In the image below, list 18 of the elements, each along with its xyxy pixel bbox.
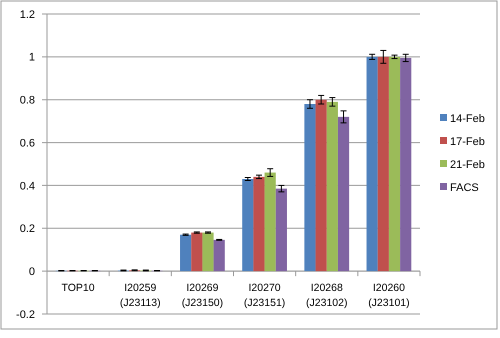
legend-label: 21-Feb — [450, 158, 485, 171]
y-tick-label: 0 — [28, 266, 35, 278]
y-tick-label: 0.4 — [20, 180, 35, 192]
x-tick-label: I20268 (J23102) — [306, 282, 348, 310]
y-tick-label: -0.2 — [16, 308, 35, 321]
x-tick-label: I20270 (J23151) — [244, 282, 286, 310]
y-tick-label: 0.6 — [20, 137, 35, 150]
x-tick-label: I20259 (J23113) — [120, 282, 161, 310]
x-tick-label: TOP10 — [62, 282, 95, 294]
y-tick-label: 0.2 — [20, 223, 35, 236]
legend-label: 14-Feb — [450, 112, 485, 125]
y-tick-label: 0.8 — [20, 94, 35, 107]
legend-label: FACS — [450, 182, 479, 194]
y-tick-label: 1 — [28, 52, 35, 64]
x-tick-label: I20260 (J23101) — [368, 282, 410, 310]
x-tick-label: I20269 (J23150) — [182, 282, 224, 310]
y-tick-label: 1.2 — [20, 8, 35, 21]
legend-label: 17-Feb — [450, 136, 485, 148]
